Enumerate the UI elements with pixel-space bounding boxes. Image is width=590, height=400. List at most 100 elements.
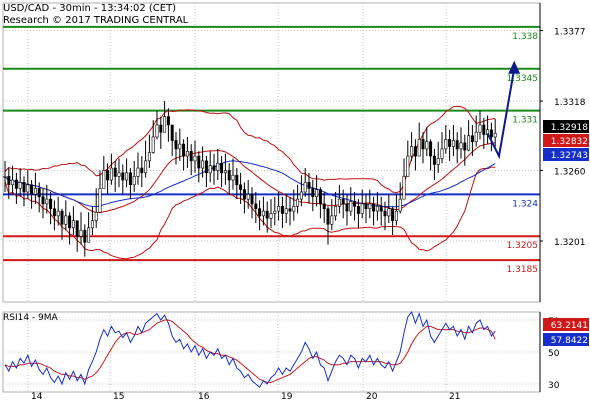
candle-body [75,220,79,237]
candle-body [413,146,417,157]
candle-body [455,140,459,150]
candle-body [113,167,117,177]
bollinger-lower [4,166,496,260]
rsi-tag-label: 63.2141 [551,321,588,331]
candle-body [360,203,364,214]
candle [474,115,478,147]
candle-body [246,194,250,200]
price-tag-label: 1.32918 [551,123,588,133]
price-frame [2,2,541,303]
candle [64,200,68,231]
candle [26,170,30,200]
chart-title: USD/CAD - 30min - 13:34:02 (CET) [3,3,176,14]
candle-body [83,229,87,243]
candle-body [444,139,448,150]
candle-body [71,220,75,229]
candle [197,151,201,183]
candle [440,132,444,164]
candle [71,206,75,236]
candle-body [102,170,106,189]
candle-body [330,215,334,225]
candle-body [106,170,110,181]
candle [356,199,360,228]
candle [315,175,319,207]
candle [429,139,433,171]
candle [121,164,125,195]
candle-body [493,133,497,138]
candle [417,122,421,157]
candle [102,156,106,189]
candle [56,196,60,226]
candle [132,160,136,192]
price-tick-label: 1.3201 [554,238,586,248]
rsi-title: RSI14 - 9MA [3,313,59,323]
candle [391,206,395,236]
candle-body [432,155,436,165]
candle-body [14,179,18,189]
candle [11,165,15,195]
candle [3,160,7,192]
candle-body [387,208,391,217]
candle [406,140,410,177]
candle [60,208,64,240]
candle-body [136,167,140,177]
candle-body [144,160,148,174]
candle [326,206,330,245]
candle [159,116,163,149]
candle-body [227,170,231,181]
candle [467,120,471,152]
candle [303,168,307,197]
candle-body [394,210,398,221]
candle-body [318,189,322,205]
candle [49,191,53,225]
candle [41,188,45,219]
candle-body [429,141,433,157]
candle-body [170,124,174,141]
price-tag-box [543,120,589,133]
candle [189,144,193,176]
candle-body [326,208,330,225]
candle-body [261,210,265,217]
candle [109,153,113,185]
candle [83,224,87,257]
candle [296,184,300,214]
candle-body [193,155,197,162]
candle [7,168,11,200]
x-tick-label: 16 [198,392,210,400]
rsi-tag-label: 57.8422 [551,336,588,346]
candle-body [223,170,227,174]
candle-body [292,206,296,212]
candle [163,101,167,133]
candle-body [140,167,144,174]
candle-body [284,208,288,214]
price-tag-box [543,134,589,147]
candle-body [474,131,478,143]
candle [463,134,467,166]
candle-body [448,139,452,147]
candle [155,110,159,140]
candles [3,101,497,257]
candle-body [49,198,53,210]
forecast-arrow-head [508,60,521,74]
candle-body [406,155,410,177]
candle-body [364,203,368,210]
candle-body [90,220,94,229]
candle-body [98,188,102,213]
candle-body [334,206,338,217]
bollinger-middle [4,142,496,214]
candle-body [269,213,273,219]
candle [208,151,212,183]
candle-body [231,174,235,181]
candle [318,187,322,219]
level-label: 1.3185 [507,265,539,275]
candle [322,191,326,224]
candle [337,184,341,214]
candle-body [87,227,91,243]
candle-body [174,140,178,150]
candle-body [258,208,262,217]
candle-body [341,198,345,205]
moving-average [4,160,496,208]
candle-body [189,151,193,162]
candle [493,119,497,148]
candle-body [166,116,170,126]
